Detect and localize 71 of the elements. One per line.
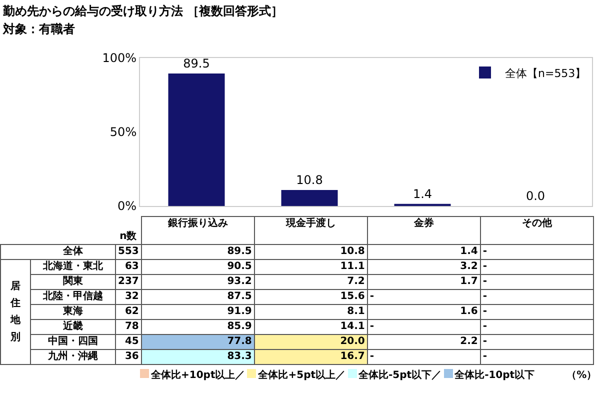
text: - [370,351,374,362]
data-label: 8.1 [254,304,368,320]
text: 全体比+5pt以上／ [258,370,346,381]
y-tick-label: 東海 [30,304,116,320]
text: 全体比-10pt以下 [454,370,535,381]
text: 全体比+10pt以上／ [151,370,246,381]
data-label: 1.7 [367,274,480,290]
x-tick-label: 現金手渡し [254,216,368,244]
data-label: 0.0 [526,189,546,203]
y-tick-label: 0% [118,199,137,214]
text: - [482,321,488,332]
y2-tick-label: 36 [116,350,142,364]
text: - [482,336,488,347]
legend-label: 全体【n=553】 [505,66,586,80]
y-tick-label: 中国・四国 [30,334,116,350]
x-tick-label: 金券 [367,216,480,244]
y2-axis-title: n数 [116,216,142,244]
y-tick-label: 全体 [30,244,116,260]
y2-tick-label: 78 [116,320,142,334]
data-label: 1.4 [367,244,480,260]
x-tick-label: その他 [480,216,594,244]
data-label: 20.0 [254,334,368,350]
data-label: 1.4 [412,186,432,201]
data-label: 7.2 [254,274,368,290]
bar [281,190,338,206]
text: - [482,246,488,257]
y-axis-title: 居住地別 [0,260,30,364]
data-label: 93.2 [141,274,254,290]
text: - [482,261,488,272]
data-label: 77.8 [141,334,254,350]
data-label: 85.9 [141,320,254,334]
data-label: 87.5 [141,290,254,304]
x-tick-label: 銀行振り込み [141,216,254,244]
y-tick-label: 九州・沖縄 [30,350,116,364]
text: 対象：有職者 [2,22,75,36]
data-label: 91.9 [141,304,254,320]
data-label: 10.8 [296,173,323,188]
text: - [482,306,488,317]
y2-tick-label: 63 [116,260,142,274]
y2-tick-label: 45 [116,334,142,350]
text: - [482,291,488,302]
y-tick-label: 100% [102,51,137,66]
text: - [482,351,488,362]
text: 全体比-5pt以下／ [358,370,442,381]
data-label: 83.3 [141,350,254,364]
data-label: 3.2 [367,260,480,274]
data-label: 90.5 [141,260,254,274]
data-label: 11.1 [254,260,368,274]
text: （%） [566,370,597,381]
y2-tick-label: 237 [116,274,142,290]
chart-title: 勤め先からの給与の受け取り方法 ［複数回答形式］ [2,4,284,18]
y-tick-label: 北陸・甲信越 [30,290,116,304]
y-tick-label: 関東 [30,274,116,290]
data-label: 2.2 [367,334,480,350]
y2-tick-label: 62 [116,304,142,320]
data-label: 1.6 [367,304,480,320]
y-tick-label: 50% [110,125,137,140]
y2-tick-label: 553 [116,244,142,260]
data-label: 10.8 [254,244,368,260]
text: - [482,276,488,287]
bar [168,74,225,206]
data-label: 89.5 [141,244,254,260]
data-label: 16.7 [254,350,368,364]
text: - [370,321,374,332]
y-tick-label: 北海道・東北 [30,260,116,274]
y-tick-label: 近畿 [30,320,116,334]
data-label: 14.1 [254,320,368,334]
data-label: 15.6 [254,290,368,304]
y2-tick-label: 32 [116,290,142,304]
text: - [370,291,374,302]
data-label: 89.5 [183,56,210,71]
